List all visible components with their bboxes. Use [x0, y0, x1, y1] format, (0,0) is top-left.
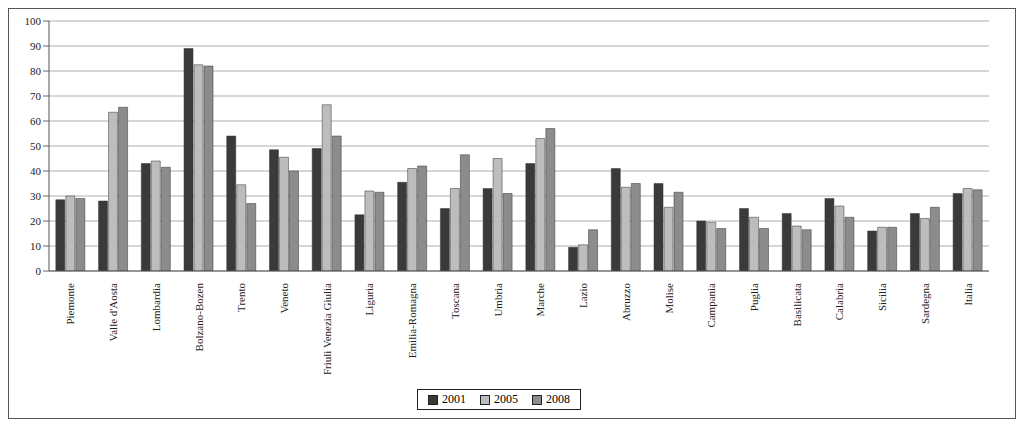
svg-text:70: 70 — [30, 90, 42, 102]
svg-text:Trento: Trento — [235, 283, 247, 312]
svg-text:Toscana: Toscana — [449, 283, 461, 319]
svg-text:Bolzano-Bozen: Bolzano-Bozen — [193, 283, 205, 352]
svg-text:Friuli Venezia Giulia: Friuli Venezia Giulia — [321, 283, 333, 375]
svg-text:Umbria: Umbria — [492, 283, 504, 317]
svg-text:Basilicata: Basilicata — [791, 283, 803, 326]
svg-text:Marche: Marche — [534, 283, 546, 317]
svg-text:10: 10 — [30, 240, 42, 252]
html-text:2005: 2005 — [494, 392, 518, 406]
svg-text:Puglia: Puglia — [748, 283, 760, 311]
svg-text:80: 80 — [30, 65, 42, 77]
svg-text:Molise: Molise — [663, 283, 675, 314]
svg-text:30: 30 — [30, 190, 42, 202]
svg-text:0: 0 — [36, 265, 42, 277]
html-text:2001: 2001 — [442, 392, 466, 406]
svg-text:Sardegna: Sardegna — [919, 283, 931, 324]
svg-text:Calabria: Calabria — [833, 283, 845, 320]
svg-text:100: 100 — [25, 15, 42, 27]
svg-text:60: 60 — [30, 115, 42, 127]
svg-text:Italia: Italia — [962, 283, 974, 306]
svg-text:Lombardia: Lombardia — [150, 283, 162, 331]
svg-text:Piemonte: Piemonte — [64, 283, 76, 325]
svg-text:40: 40 — [30, 165, 42, 177]
svg-text:Liguria: Liguria — [363, 283, 375, 315]
svg-text:20: 20 — [30, 215, 42, 227]
svg-text:Campania: Campania — [705, 283, 717, 328]
svg-text:Emilia-Romagna: Emilia-Romagna — [406, 283, 418, 358]
svg-text:Veneto: Veneto — [278, 283, 290, 314]
svg-text:50: 50 — [30, 140, 42, 152]
svg-text:Lazio: Lazio — [577, 283, 589, 309]
svg-text:90: 90 — [30, 40, 42, 52]
svg-text:Valle d'Aosta: Valle d'Aosta — [107, 283, 119, 342]
html-text:2008: 2008 — [546, 392, 570, 406]
svg-text:Sicilia: Sicilia — [876, 283, 888, 311]
svg-text:Abruzzo: Abruzzo — [620, 283, 632, 321]
